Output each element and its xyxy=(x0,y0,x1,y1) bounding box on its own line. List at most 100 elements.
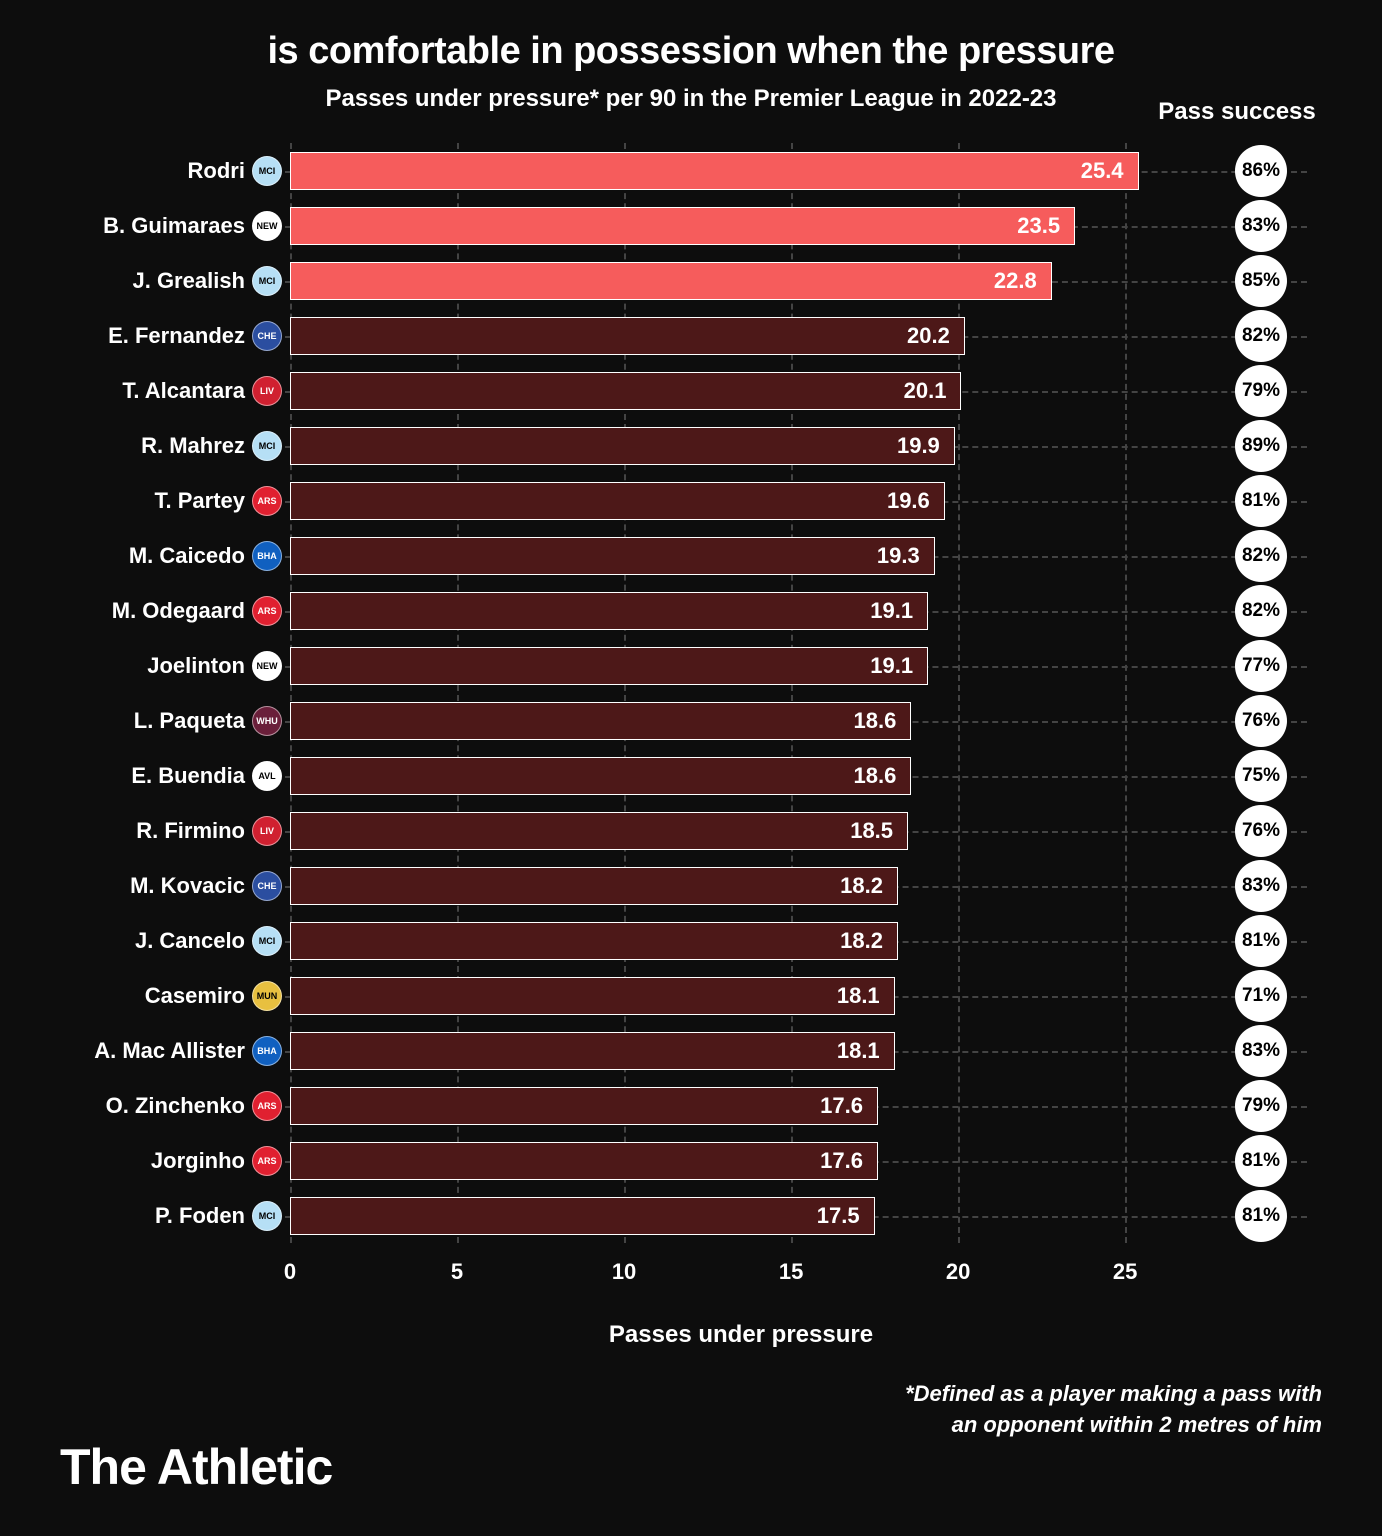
pass-success-badge: 79% xyxy=(1235,365,1287,417)
player-row: P. FodenMCI17.581% xyxy=(290,1188,1192,1243)
team-badge-icon: MCI xyxy=(252,266,282,296)
bar: 23.5 xyxy=(290,207,1075,245)
team-badge-icon: LIV xyxy=(252,816,282,846)
bar-track: 20.2 xyxy=(290,317,1192,355)
bar-track: 23.5 xyxy=(290,207,1192,245)
player-name: J. Grealish xyxy=(60,268,245,294)
chart-subtitle: Passes under pressure* per 90 in the Pre… xyxy=(60,85,1322,113)
player-row: T. ParteyARS19.681% xyxy=(290,473,1192,528)
footnote-line-1: *Defined as a player making a pass with xyxy=(905,1381,1322,1406)
team-badge-icon: ARS xyxy=(252,596,282,626)
bar-track: 18.5 xyxy=(290,812,1192,850)
pass-success-badge: 79% xyxy=(1235,1080,1287,1132)
team-badge-icon: ARS xyxy=(252,1146,282,1176)
x-axis-tick: 5 xyxy=(451,1259,463,1285)
player-row: E. BuendiaAVL18.675% xyxy=(290,748,1192,803)
bar-value: 23.5 xyxy=(1017,213,1060,239)
player-name: T. Alcantara xyxy=(60,378,245,404)
pass-success-header: Pass success xyxy=(1152,98,1322,126)
player-row: T. AlcantaraLIV20.179% xyxy=(290,363,1192,418)
player-name: M. Kovacic xyxy=(60,873,245,899)
bar-track: 25.4 xyxy=(290,152,1192,190)
player-row: E. FernandezCHE20.282% xyxy=(290,308,1192,363)
bar-value: 19.1 xyxy=(870,653,913,679)
bar-value: 17.6 xyxy=(820,1148,863,1174)
team-badge-icon: NEW xyxy=(252,211,282,241)
player-name: Joelinton xyxy=(60,653,245,679)
bar: 18.2 xyxy=(290,867,898,905)
bar: 18.1 xyxy=(290,977,895,1015)
player-row: L. PaquetaWHU18.676% xyxy=(290,693,1192,748)
bar: 19.1 xyxy=(290,592,928,630)
pass-success-badge: 83% xyxy=(1235,200,1287,252)
player-name: E. Buendia xyxy=(60,763,245,789)
team-badge-icon: ARS xyxy=(252,1091,282,1121)
pass-success-badge: 82% xyxy=(1235,530,1287,582)
bar-value: 18.1 xyxy=(837,1038,880,1064)
team-badge-icon: BHA xyxy=(252,1036,282,1066)
bar: 25.4 xyxy=(290,152,1139,190)
pass-success-badge: 76% xyxy=(1235,695,1287,747)
bar-track: 18.2 xyxy=(290,867,1192,905)
bar-value: 20.2 xyxy=(907,323,950,349)
player-name: M. Odegaard xyxy=(60,598,245,624)
bar-track: 17.5 xyxy=(290,1197,1192,1235)
bar: 19.6 xyxy=(290,482,945,520)
bar-value: 17.6 xyxy=(820,1093,863,1119)
brand-logo: The Athletic xyxy=(60,1438,332,1496)
player-name: P. Foden xyxy=(60,1203,245,1229)
team-badge-icon: MCI xyxy=(252,926,282,956)
player-name: R. Mahrez xyxy=(60,433,245,459)
pass-success-badge: 82% xyxy=(1235,310,1287,362)
bar: 18.2 xyxy=(290,922,898,960)
bar-value: 19.3 xyxy=(877,543,920,569)
pass-success-badge: 85% xyxy=(1235,255,1287,307)
player-name: L. Paqueta xyxy=(60,708,245,734)
player-name: Rodri xyxy=(60,158,245,184)
pass-success-badge: 71% xyxy=(1235,970,1287,1022)
bar-track: 18.1 xyxy=(290,1032,1192,1070)
player-name: J. Cancelo xyxy=(60,928,245,954)
pass-success-badge: 81% xyxy=(1235,1190,1287,1242)
player-row: A. Mac AllisterBHA18.183% xyxy=(290,1023,1192,1078)
team-badge-icon: ARS xyxy=(252,486,282,516)
bar-track: 17.6 xyxy=(290,1087,1192,1125)
bar-value: 19.6 xyxy=(887,488,930,514)
team-badge-icon: CHE xyxy=(252,871,282,901)
bar-value: 18.1 xyxy=(837,983,880,1009)
pass-success-badge: 77% xyxy=(1235,640,1287,692)
x-axis-tick: 10 xyxy=(612,1259,636,1285)
x-axis-tick: 25 xyxy=(1113,1259,1137,1285)
bar-value: 20.1 xyxy=(904,378,947,404)
team-badge-icon: MCI xyxy=(252,1201,282,1231)
bar: 19.9 xyxy=(290,427,955,465)
player-name: M. Caicedo xyxy=(60,543,245,569)
bar: 18.6 xyxy=(290,702,911,740)
team-badge-icon: MCI xyxy=(252,156,282,186)
bar: 20.2 xyxy=(290,317,965,355)
pass-success-badge: 76% xyxy=(1235,805,1287,857)
bar-value: 18.2 xyxy=(840,873,883,899)
player-name: E. Fernandez xyxy=(60,323,245,349)
bar: 17.5 xyxy=(290,1197,875,1235)
bar: 18.1 xyxy=(290,1032,895,1070)
team-badge-icon: MCI xyxy=(252,431,282,461)
chart-title: is comfortable in possession when the pr… xyxy=(60,30,1322,73)
bar-value: 17.5 xyxy=(817,1203,860,1229)
pass-success-badge: 89% xyxy=(1235,420,1287,472)
player-row: R. MahrezMCI19.989% xyxy=(290,418,1192,473)
bar-track: 19.9 xyxy=(290,427,1192,465)
x-axis-tick: 20 xyxy=(946,1259,970,1285)
bar-value: 22.8 xyxy=(994,268,1037,294)
team-badge-icon: CHE xyxy=(252,321,282,351)
bar-track: 20.1 xyxy=(290,372,1192,410)
bar-track: 18.2 xyxy=(290,922,1192,960)
bar: 17.6 xyxy=(290,1087,878,1125)
pass-success-badge: 86% xyxy=(1235,145,1287,197)
player-row: J. GrealishMCI22.885% xyxy=(290,253,1192,308)
team-badge-icon: WHU xyxy=(252,706,282,736)
team-badge-icon: BHA xyxy=(252,541,282,571)
x-axis-label: Passes under pressure xyxy=(290,1321,1192,1349)
player-name: T. Partey xyxy=(60,488,245,514)
player-row: CasemiroMUN18.171% xyxy=(290,968,1192,1023)
